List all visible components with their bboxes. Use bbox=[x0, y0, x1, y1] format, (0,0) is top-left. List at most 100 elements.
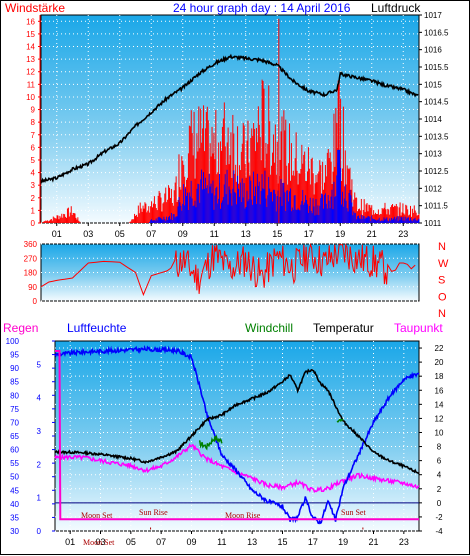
humidity-axis-label: 70 bbox=[10, 418, 19, 427]
time-axis-label: 01 bbox=[65, 537, 75, 547]
humidity-axis-label: 55 bbox=[10, 459, 19, 468]
humidity-axis-label: 100 bbox=[6, 337, 20, 346]
temperature-humidity-axes: 3035404550556065707580859095100012345-4-… bbox=[6, 337, 444, 547]
temperature-axis-label: 20 bbox=[435, 358, 444, 367]
direction-axis-label: 360 bbox=[24, 240, 38, 249]
temperature-axis-label: 0 bbox=[437, 499, 442, 508]
temperature-axis-label: 16 bbox=[435, 386, 444, 395]
temperature-axis-label: -2 bbox=[435, 513, 443, 522]
legend-rain: Regen bbox=[3, 321, 38, 335]
rain-axis-label: 2 bbox=[37, 460, 42, 469]
rain-axis-label: 3 bbox=[37, 427, 42, 436]
humidity-axis-label: 40 bbox=[10, 500, 19, 509]
temperature-axis-label: 18 bbox=[435, 372, 444, 381]
time-axis-label: 21 bbox=[368, 537, 378, 547]
time-axis-label: 05 bbox=[126, 537, 136, 547]
wind-pressure-axes: 01234567891011121314151610111011.5101210… bbox=[26, 11, 449, 239]
humidity-axis-label: 90 bbox=[10, 364, 19, 373]
compass-label: N bbox=[438, 241, 446, 253]
compass-label: S bbox=[438, 275, 445, 287]
pressure-axis-label: 1014.5 bbox=[424, 98, 449, 107]
moon-set-bottom-label: Moon Set bbox=[83, 538, 115, 547]
humidity-axis-label: 35 bbox=[10, 513, 19, 522]
wind-axis-label: 6 bbox=[31, 143, 36, 152]
temperature-axis-label: 2 bbox=[437, 485, 442, 494]
moon-rise-label: Moon Rise bbox=[225, 511, 261, 520]
temperature-axis-label: 8 bbox=[437, 443, 442, 452]
pressure-axis-label: 1011 bbox=[424, 219, 442, 228]
time-axis-label: 15 bbox=[277, 537, 287, 547]
time-axis-label: 21 bbox=[367, 229, 377, 239]
temperature-humidity-grid bbox=[55, 341, 419, 532]
pressure-axis-label: 1017 bbox=[424, 11, 442, 20]
compass-label: O bbox=[438, 291, 447, 303]
wind-axis-label: 12 bbox=[26, 68, 35, 77]
wind-speed-axis-title: Windstärke bbox=[5, 1, 65, 15]
time-axis-label: 03 bbox=[83, 229, 93, 239]
pressure-axis-label: 1016.5 bbox=[424, 28, 449, 37]
pressure-line bbox=[40, 53, 419, 184]
windchill-line bbox=[336, 418, 344, 423]
direction-axis-label: 0 bbox=[33, 297, 38, 306]
humidity-line bbox=[54, 345, 420, 525]
time-axis-label: 17 bbox=[308, 537, 318, 547]
temperature-humidity-marks: Sun Rise Sun Set Moon Set Moon Rise bbox=[54, 345, 420, 531]
time-axis-label: 01 bbox=[52, 229, 62, 239]
wind-axis-label: 11 bbox=[27, 80, 36, 89]
time-axis-label: 15 bbox=[272, 229, 282, 239]
wind-axis-label: 2 bbox=[31, 194, 36, 203]
time-axis-label: 17 bbox=[304, 229, 314, 239]
humidity-axis-label: 80 bbox=[10, 391, 19, 400]
wind-direction-line bbox=[40, 243, 416, 297]
time-axis-label: 09 bbox=[178, 229, 188, 239]
wind-axis-label: 5 bbox=[31, 156, 36, 165]
humidity-axis-label: 65 bbox=[10, 432, 19, 441]
rain-axis-label: 0 bbox=[37, 527, 42, 536]
wind-axis-label: 3 bbox=[31, 181, 36, 190]
temperature-axis-label: 4 bbox=[437, 471, 442, 480]
wind-axis-label: 0 bbox=[31, 219, 36, 228]
wind-axis-label: 9 bbox=[31, 106, 36, 115]
time-axis-label: 11 bbox=[217, 537, 226, 547]
temperature-axis-label: -4 bbox=[435, 527, 443, 536]
windchill-line bbox=[198, 434, 223, 451]
chart-title: 24 hour graph day : 14 April 2016 bbox=[173, 1, 351, 15]
wind-axis-label: 4 bbox=[31, 169, 36, 178]
wind-pressure-marks bbox=[40, 18, 420, 223]
wind-axis-label: 15 bbox=[26, 30, 35, 39]
rain-axis-label: 5 bbox=[37, 360, 42, 369]
humidity-axis-label: 95 bbox=[10, 351, 19, 360]
wind-axis-label: 10 bbox=[26, 93, 35, 102]
wind-pressure-panel: 01234567891011121314151610111011.5101210… bbox=[5, 1, 449, 239]
direction-axis-label: 270 bbox=[24, 254, 38, 263]
time-axis-label: 13 bbox=[247, 537, 257, 547]
legend-temperature: Temperatur bbox=[313, 321, 374, 335]
time-axis-label: 19 bbox=[338, 537, 348, 547]
time-axis-label: 11 bbox=[210, 229, 219, 239]
pressure-axis-label: 1014 bbox=[424, 115, 442, 124]
moon-set-label: Moon Set bbox=[81, 511, 113, 520]
direction-axis-label: 90 bbox=[28, 283, 37, 292]
wind-axis-label: 7 bbox=[31, 131, 36, 140]
pressure-axis-label: 1015.5 bbox=[424, 63, 449, 72]
pressure-axis-label: 1016 bbox=[424, 46, 442, 55]
pressure-axis-label: 1015 bbox=[424, 80, 442, 89]
rain-axis-label: 4 bbox=[37, 394, 42, 403]
humidity-axis-label: 30 bbox=[10, 527, 19, 536]
time-axis-label: 09 bbox=[186, 537, 196, 547]
temperature-axis-label: 22 bbox=[435, 344, 444, 353]
wind-axis-label: 14 bbox=[26, 43, 35, 52]
humidity-axis-label: 45 bbox=[10, 486, 19, 495]
humidity-axis-label: 50 bbox=[10, 473, 19, 482]
time-axis-label: 03 bbox=[95, 537, 105, 547]
pressure-axis-label: 1011.5 bbox=[424, 202, 448, 211]
direction-axis-label: 180 bbox=[24, 269, 38, 278]
pressure-axis-title: Luftdruck bbox=[371, 1, 421, 15]
time-axis-label: 07 bbox=[156, 537, 166, 547]
humidity-axis-label: 75 bbox=[10, 405, 19, 414]
humidity-axis-label: 60 bbox=[10, 446, 19, 455]
wind-axis-label: 1 bbox=[31, 206, 36, 215]
